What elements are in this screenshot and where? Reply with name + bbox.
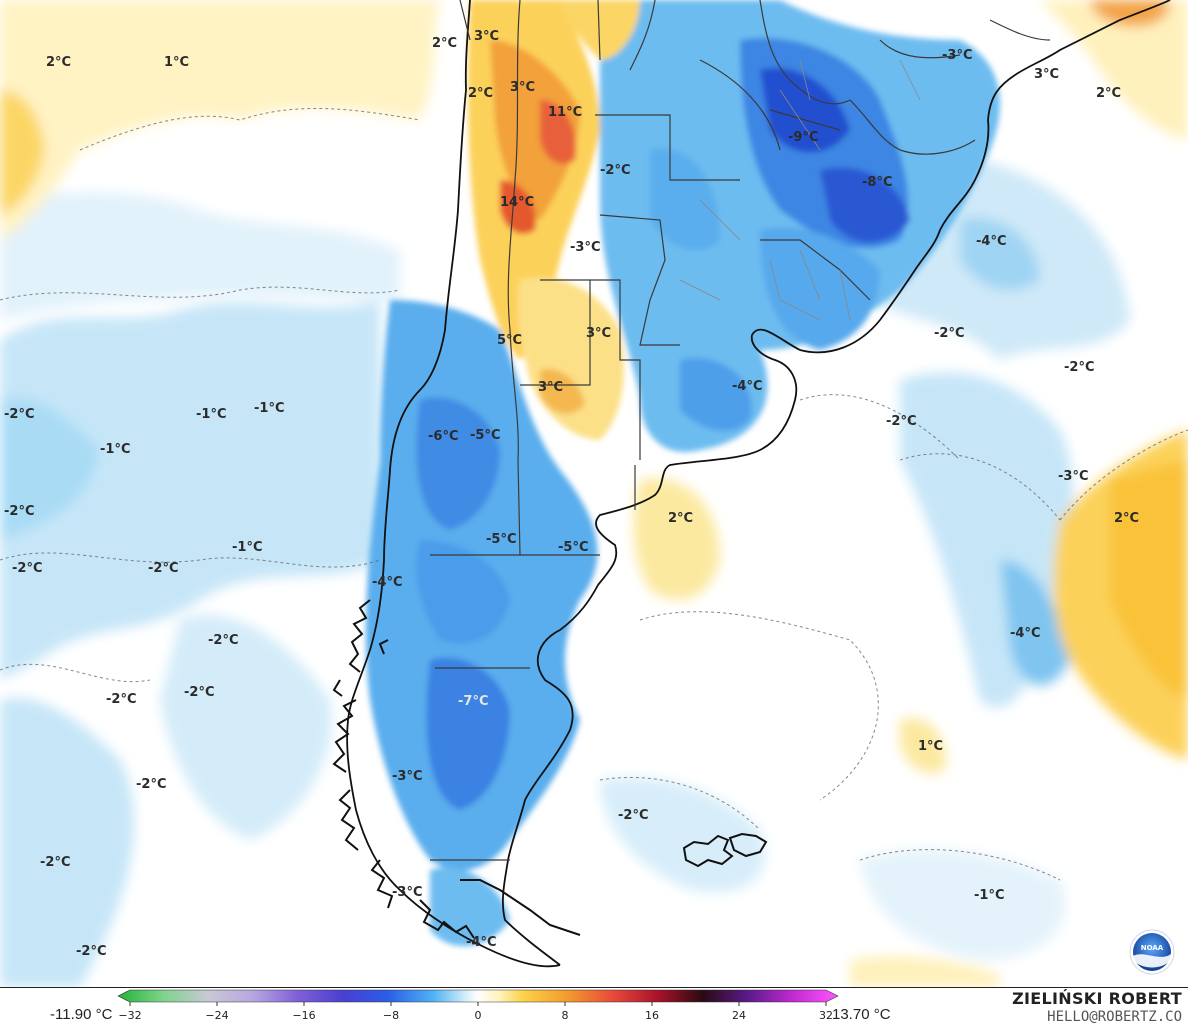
map-label: -2°C [148,561,178,576]
map-label: 14°C [500,195,534,210]
noaa-logo-text: NOAA [1141,944,1164,952]
map-label: -3°C [392,769,422,784]
map-label: -2°C [208,633,238,648]
map-label: -1°C [254,401,284,416]
colorbar-tick-label: −16 [292,1009,315,1022]
map-label: -5°C [486,532,516,547]
map-label: 2°C [468,86,493,101]
colorbar-gradient [117,989,839,1003]
map-label: -2°C [136,777,166,792]
map-label: -2°C [4,407,34,422]
temperature-anomaly-map: 2°C 1°C 2°C 3°C 2°C 3°C 11°C -2°C 14°C -… [0,0,1188,988]
map-label: -9°C [788,130,818,145]
chilean-archipelago [332,599,581,939]
coastline [346,0,1171,968]
map-label: 3°C [510,80,535,95]
map-label: 3°C [538,380,563,395]
colorbar-tick-label: 8 [562,1009,569,1022]
map-label: -4°C [1010,626,1040,641]
map-label: 2°C [668,511,693,526]
map-label: -4°C [976,234,1006,249]
minor-borders [679,59,921,321]
map-label: -8°C [862,175,892,190]
map-label: 11°C [548,105,582,120]
map-label: -1°C [232,540,262,555]
noaa-logo: NOAA [1129,929,1175,975]
colorbar-ticks: −32 −24 −16 −8 0 8 16 24 32 [118,1002,833,1022]
falkland-islands [682,832,768,868]
map-label: 1°C [164,55,189,70]
land-shading [365,0,1000,947]
map-label: 5°C [497,333,522,348]
map-label: 3°C [586,326,611,341]
map-label: 1°C [918,739,943,754]
author-email: HELLO@ROBERTZ.CO [1047,1009,1182,1025]
colorbar-tick-label: 0 [475,1009,482,1022]
colorbar-tick-label: −8 [383,1009,399,1022]
map-label: -4°C [732,379,762,394]
colorbar-tick-label: −24 [205,1009,228,1022]
map-label: 2°C [1114,511,1139,526]
colorbar-tick-label: −32 [118,1009,141,1022]
min-value: -11.90 °C [50,1006,113,1023]
map-label: -2°C [4,504,34,519]
temperature-labels: 2°C 1°C 2°C 3°C 2°C 3°C 11°C -2°C 14°C -… [4,29,1139,959]
map-label: -2°C [76,944,106,959]
max-value: 13.70 °C [832,1006,891,1023]
legend-footer: -11.90 °C −32 −24 −16 −8 0 8 16 24 32 13.70 °C Z… [0,988,1188,1035]
map-label: -4°C [372,575,402,590]
map-label: -2°C [12,561,42,576]
map-label: 2°C [432,36,457,51]
map-label: -7°C [458,694,488,709]
map-label: 3°C [474,29,499,44]
map-label: -3°C [570,240,600,255]
colorbar-tick-label: 24 [732,1009,746,1022]
map-label: -2°C [40,855,70,870]
map-label: -4°C [466,935,496,950]
map-label: -3°C [1058,469,1088,484]
map-label: -2°C [934,326,964,341]
map-label: -5°C [558,540,588,555]
map-label: -2°C [886,414,916,429]
isolines [0,107,1188,881]
map-label: -5°C [470,428,500,443]
map-label: -2°C [1064,360,1094,375]
map-label: -2°C [600,163,630,178]
borders [430,0,1051,861]
colorbar-tick-label: 16 [645,1009,659,1022]
map-label: -1°C [196,407,226,422]
map-label: 2°C [46,55,71,70]
map-label: -6°C [428,429,458,444]
map-label: 3°C [1034,67,1059,82]
map-label: -1°C [974,888,1004,903]
colorbar: −32 −24 −16 −8 0 8 16 24 32 [117,989,839,1022]
author-name: ZIELIŃSKI ROBERT [1012,989,1182,1008]
colorbar-tick-label: 32 [819,1009,833,1022]
map-label: -2°C [106,692,136,707]
map-label: -2°C [184,685,214,700]
map-label: -2°C [618,808,648,823]
map-label: 2°C [1096,86,1121,101]
map-label: -3°C [942,48,972,63]
map-label: -1°C [100,442,130,457]
map-label: -3°C [392,885,422,900]
